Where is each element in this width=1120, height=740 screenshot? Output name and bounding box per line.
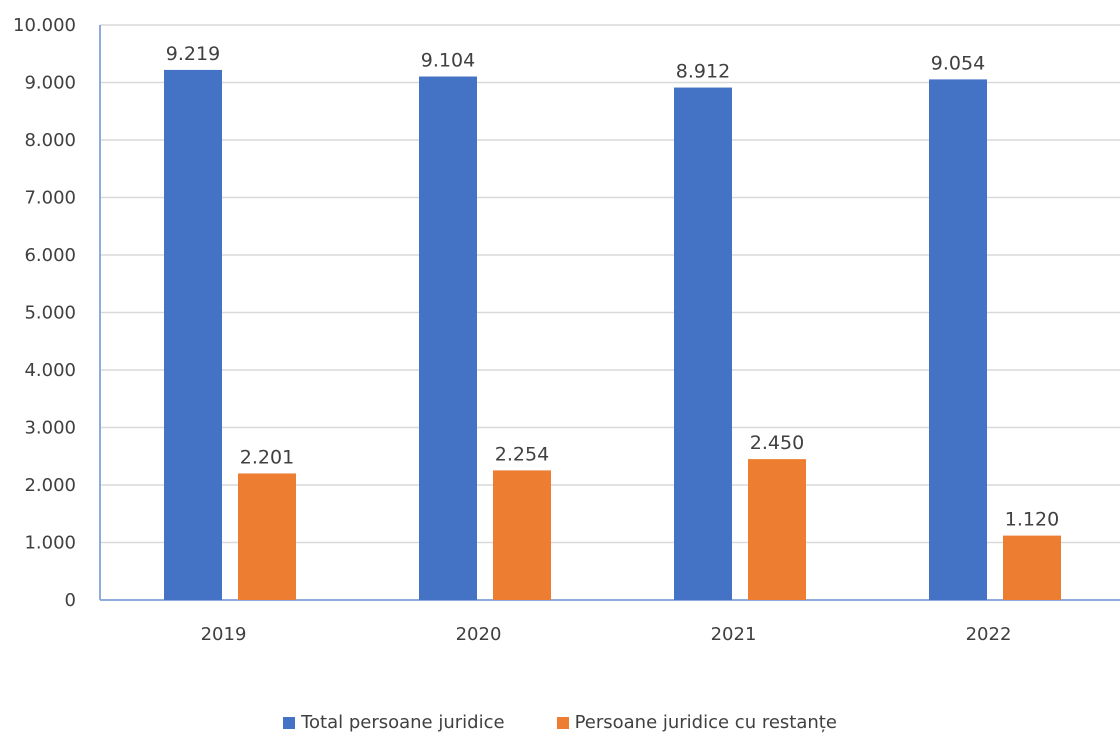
bar-total-2019	[164, 69, 222, 601]
legend-item-total: Total persoane juridice	[283, 712, 505, 733]
bar-chart: 0 1.000 2.000 3.000 4.000 5.000 6.000 7.000 8.00…	[13, 15, 1120, 645]
bar-total-2020	[419, 76, 477, 600]
legend-item-restante: Persoane juridice cu restanțe	[556, 712, 837, 733]
bar-restante-2019	[238, 473, 296, 600]
legend-label-restante: Persoane juridice cu restanțe	[574, 712, 837, 733]
data-label: 2.450	[750, 432, 804, 454]
y-tick-label: 0	[65, 590, 76, 611]
legend-swatch-restante	[556, 716, 569, 729]
x-tick-label: 2020	[456, 624, 502, 645]
legend: Total persoane juridice Persoane juridic…	[0, 712, 1120, 733]
y-tick-label: 5.000	[24, 303, 76, 324]
legend-swatch-total	[283, 716, 296, 729]
data-label: 2.254	[495, 443, 549, 465]
y-tick-label: 1.000	[24, 533, 76, 554]
y-tick-label: 8.000	[24, 130, 76, 151]
bar-total-2021	[674, 87, 732, 600]
x-tick-label: 2019	[201, 624, 247, 645]
y-tick-label: 6.000	[24, 245, 76, 266]
data-label: 9.219	[166, 43, 220, 65]
y-tick-label: 3.000	[24, 418, 76, 439]
data-label: 1.120	[1005, 509, 1059, 531]
bar-restante-2021	[748, 459, 806, 600]
y-tick-label: 4.000	[24, 360, 76, 381]
y-tick-label: 9.000	[24, 73, 76, 94]
data-label: 9.104	[421, 50, 475, 72]
y-tick-label: 7.000	[24, 188, 76, 209]
legend-label-total: Total persoane juridice	[301, 712, 505, 733]
y-tick-label: 10.000	[13, 15, 76, 36]
bar-restante-2022	[1003, 535, 1061, 600]
data-label: 2.201	[240, 446, 294, 468]
y-tick-label: 2.000	[24, 475, 76, 496]
x-tick-label: 2021	[711, 624, 757, 645]
bar-restante-2020	[493, 470, 551, 600]
x-tick-label: 2022	[966, 624, 1012, 645]
data-label: 8.912	[676, 61, 730, 83]
bar-total-2022	[929, 79, 987, 600]
data-label: 9.054	[931, 52, 985, 74]
